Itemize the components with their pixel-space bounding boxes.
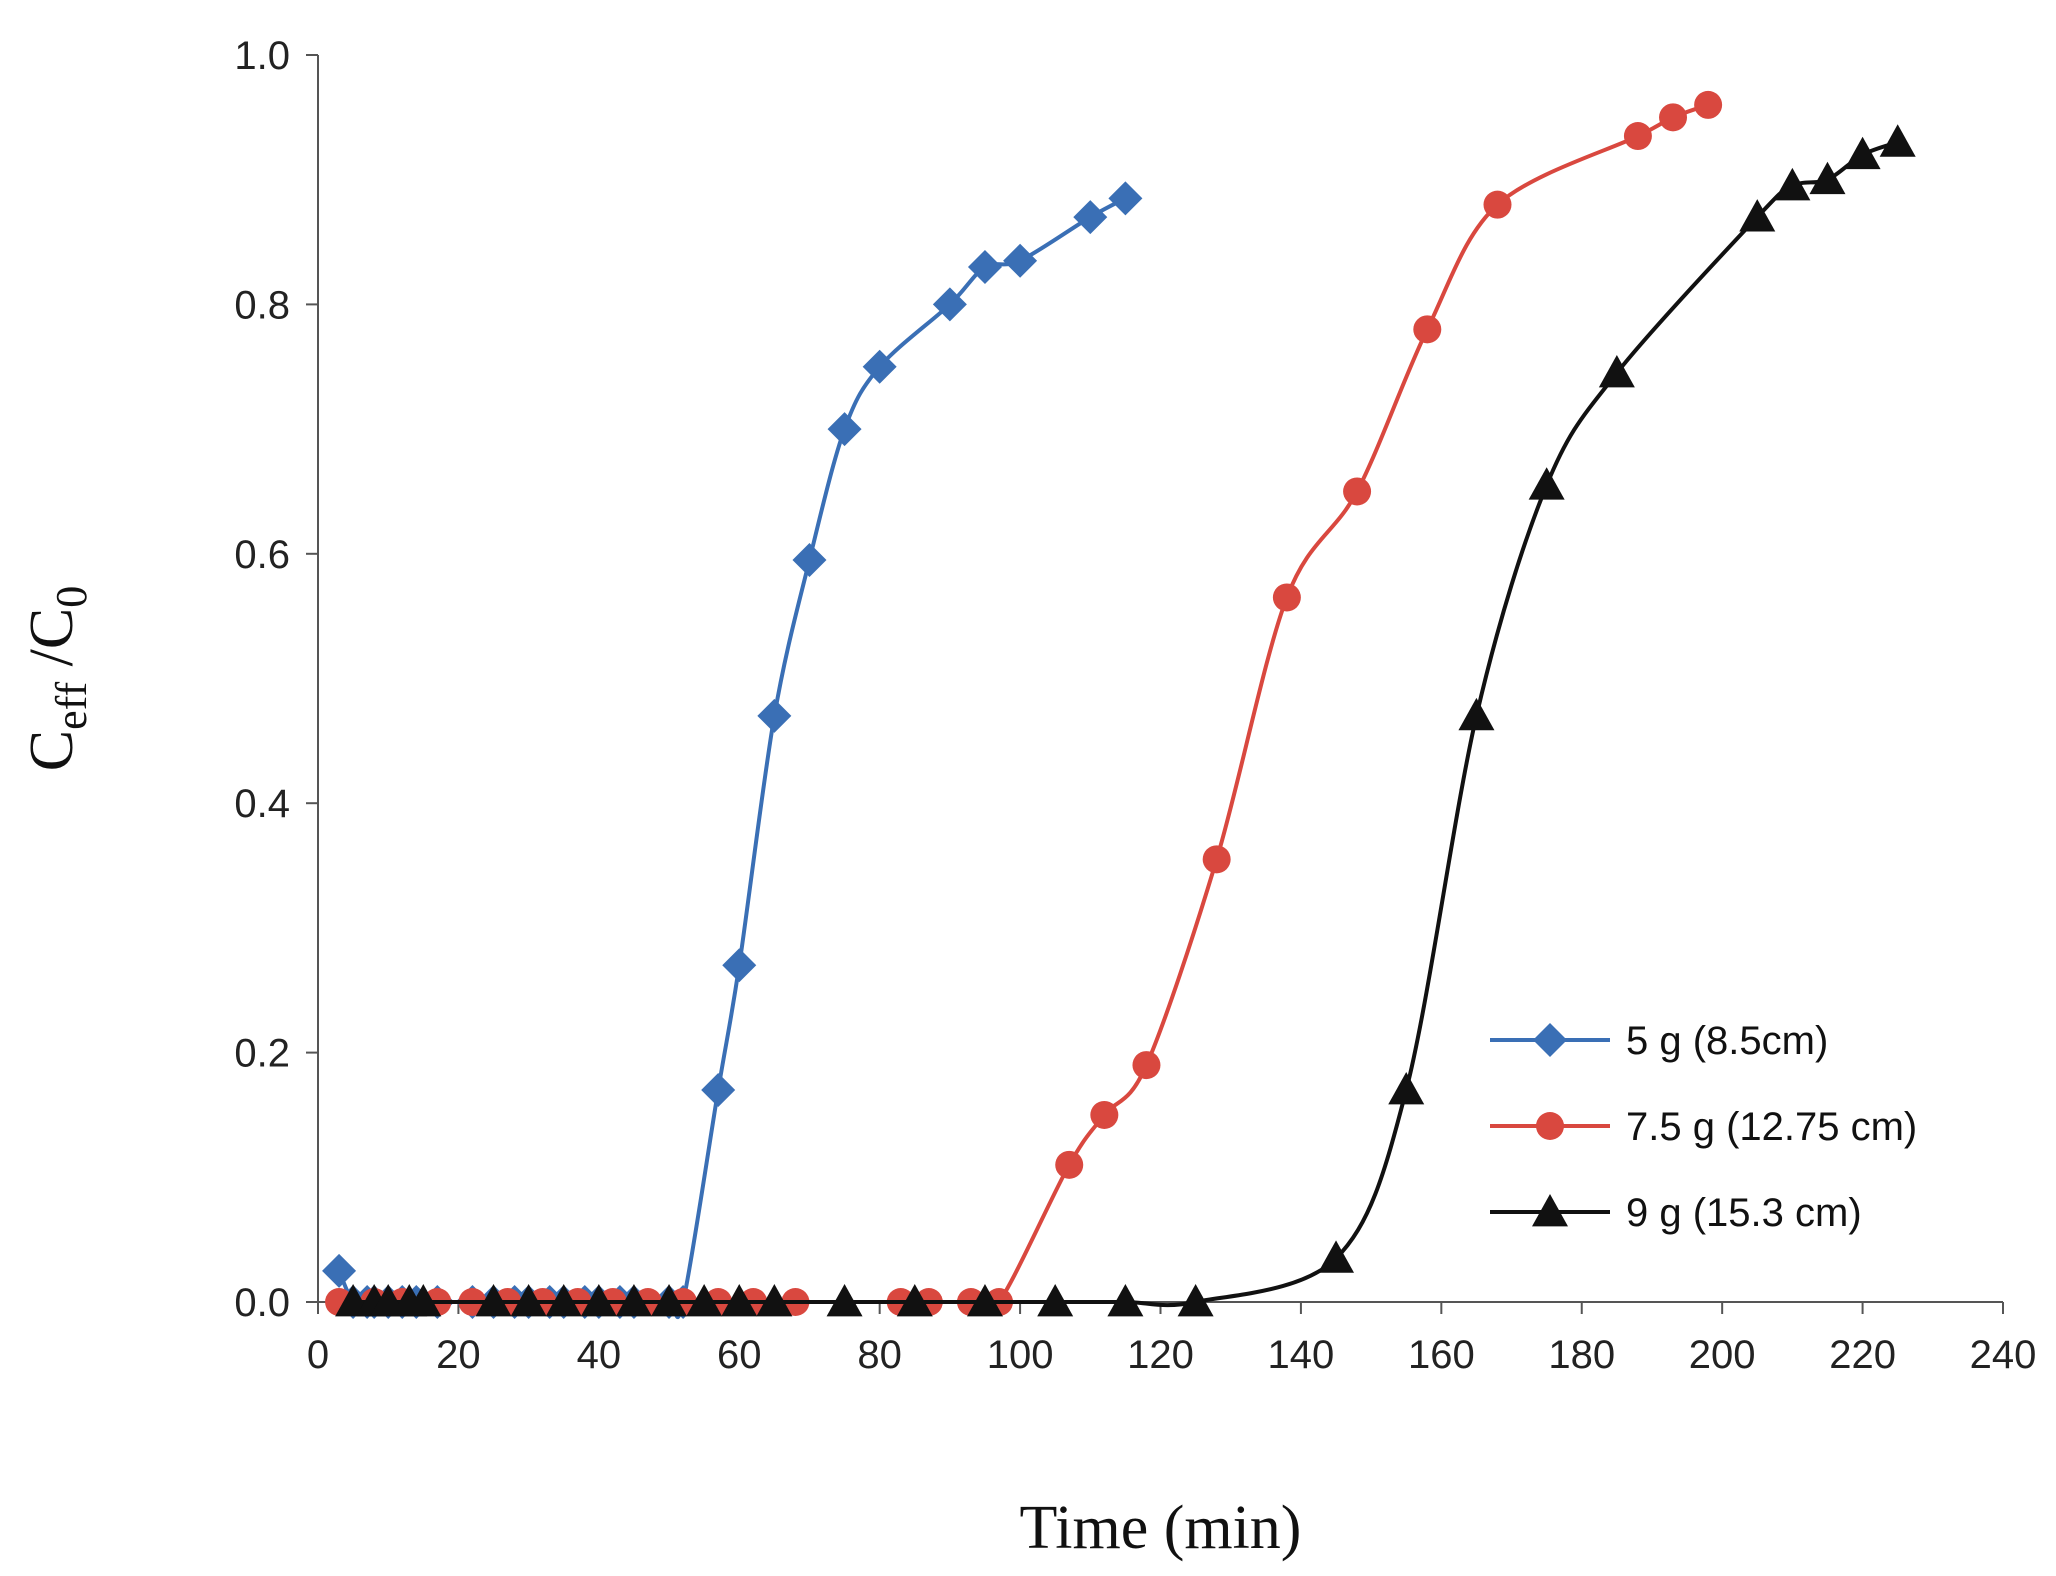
x-ticks: 0 20 40 60 80 100 120 140 160 180 200 220 240 <box>307 1302 2037 1377</box>
data-point-triangle <box>1528 467 1565 500</box>
data-point-triangle <box>1037 1284 1074 1317</box>
data-point-circle <box>1272 583 1301 612</box>
y-axis-title-sub1: eff <box>47 682 96 730</box>
legend-label: 9 g (15.3 cm) <box>1626 1191 1862 1235</box>
data-point-triangle <box>651 1284 688 1317</box>
x-tick-label: 220 <box>1829 1333 1896 1377</box>
data-point-circle <box>1694 90 1723 119</box>
y-axis-title: Ceff /C0 <box>18 586 96 772</box>
y-tick-label: 0.4 <box>234 782 290 826</box>
data-point-diamond <box>1073 200 1108 235</box>
data-point-circle <box>1090 1100 1119 1129</box>
x-tick-label: 180 <box>1548 1333 1615 1377</box>
data-point-diamond <box>322 1253 357 1288</box>
data-point-triangle <box>896 1284 933 1317</box>
y-tick-label: 0.8 <box>234 283 290 327</box>
series-3 <box>335 124 1916 1317</box>
y-ticks: 0.0 0.2 0.4 0.6 0.8 1.0 <box>234 34 318 1325</box>
data-point-diamond <box>757 698 792 733</box>
legend-item: 9 g (15.3 cm) <box>1490 1191 1862 1235</box>
legend-item: 5 g (8.5cm) <box>1490 1019 1828 1063</box>
data-point-triangle <box>756 1284 793 1317</box>
data-point-circle <box>1659 103 1688 132</box>
x-tick-label: 140 <box>1268 1333 1335 1377</box>
data-point-triangle <box>1774 167 1811 201</box>
x-tick-label: 100 <box>987 1333 1054 1377</box>
data-point-triangle <box>1107 1284 1144 1317</box>
legend-item: 7.5 g (12.75 cm) <box>1490 1105 1917 1149</box>
data-point-circle <box>1202 845 1231 874</box>
data-point-circle <box>1623 122 1652 151</box>
data-point-diamond <box>701 1073 736 1108</box>
legend-label: 7.5 g (12.75 cm) <box>1626 1105 1917 1149</box>
data-point-triangle <box>1739 199 1776 232</box>
y-tick-label: 0.2 <box>234 1032 290 1076</box>
data-point-triangle <box>510 1284 547 1317</box>
data-point-triangle <box>826 1284 863 1317</box>
x-axis-title: Time (min) <box>1020 1494 1302 1562</box>
data-point-diamond <box>1108 181 1143 216</box>
legend: 5 g (8.5cm) 7.5 g (12.75 cm) 9 g (15.3 cm) <box>1490 1019 1917 1235</box>
series-1 <box>322 181 1143 1320</box>
x-tick-label: 20 <box>436 1333 481 1377</box>
y-axis-title-main: C <box>18 730 86 771</box>
data-point-circle <box>1413 315 1442 344</box>
x-tick-label: 120 <box>1127 1333 1194 1377</box>
data-point-diamond <box>862 349 897 384</box>
data-point-triangle <box>966 1284 1003 1317</box>
data-point-triangle <box>1318 1240 1355 1273</box>
x-tick-label: 240 <box>1970 1333 2037 1377</box>
x-tick-label: 200 <box>1689 1333 1756 1377</box>
data-point-triangle <box>1177 1284 1214 1317</box>
y-axis-title-sub2: 0 <box>47 586 96 608</box>
y-tick-label: 0.6 <box>234 533 290 577</box>
x-tick-label: 40 <box>577 1333 622 1377</box>
data-point-triangle <box>1844 136 1881 170</box>
data-point-triangle <box>405 1284 442 1317</box>
data-point-diamond <box>1003 243 1038 278</box>
data-point-diamond <box>967 249 1002 284</box>
series-layer <box>322 90 1916 1320</box>
x-tick-label: 160 <box>1408 1333 1475 1377</box>
data-point-circle <box>1483 190 1512 219</box>
data-point-diamond <box>1533 1023 1567 1057</box>
data-point-triangle <box>721 1284 758 1317</box>
data-point-circle <box>1536 1112 1564 1140</box>
data-point-triangle <box>545 1284 582 1317</box>
data-point-triangle <box>1879 124 1916 157</box>
data-point-diamond <box>792 543 827 578</box>
data-point-diamond <box>722 948 757 983</box>
series-2 <box>325 90 1723 1316</box>
data-point-triangle <box>1458 697 1495 731</box>
data-point-triangle <box>580 1284 617 1317</box>
axes: 0.0 0.2 0.4 0.6 0.8 1.0 0 20 40 60 80 100 120 140 160… <box>234 34 2036 1377</box>
y-tick-label: 0.0 <box>234 1281 290 1325</box>
data-point-triangle <box>1598 354 1635 388</box>
data-point-circle <box>1055 1150 1084 1179</box>
data-point-diamond <box>932 287 967 322</box>
x-tick-label: 0 <box>307 1333 329 1377</box>
data-point-diamond <box>827 412 862 447</box>
y-tick-label: 1.0 <box>234 34 290 78</box>
series-line <box>339 102 1709 1314</box>
data-point-triangle <box>475 1284 512 1317</box>
data-point-triangle <box>1809 161 1846 195</box>
x-tick-label: 80 <box>857 1333 902 1377</box>
data-point-triangle <box>1532 1194 1568 1227</box>
data-point-circle <box>1132 1051 1161 1080</box>
data-point-triangle <box>686 1284 723 1317</box>
data-point-circle <box>1343 477 1372 506</box>
x-tick-label: 60 <box>717 1333 762 1377</box>
y-axis-title-sep: /C <box>18 608 86 682</box>
data-point-triangle <box>1388 1072 1425 1105</box>
legend-label: 5 g (8.5cm) <box>1626 1019 1828 1063</box>
data-point-triangle <box>615 1284 652 1317</box>
series-line <box>337 196 1127 1320</box>
